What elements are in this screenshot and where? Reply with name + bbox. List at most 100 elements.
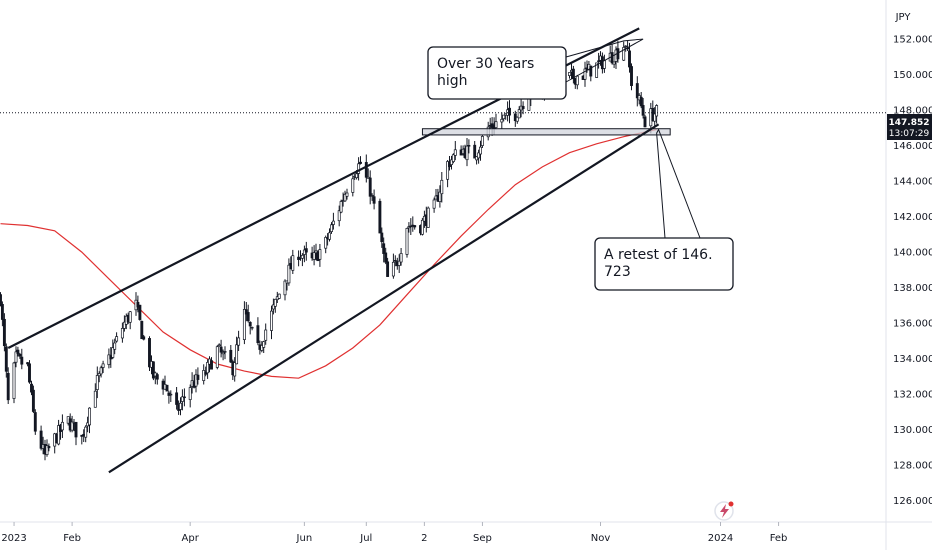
candle-body[interactable] bbox=[16, 349, 20, 354]
candle-body[interactable] bbox=[155, 374, 159, 380]
candle-body[interactable] bbox=[97, 373, 101, 377]
candle-body[interactable] bbox=[14, 351, 18, 363]
candle-body[interactable] bbox=[151, 361, 155, 379]
candle-body[interactable] bbox=[438, 191, 442, 202]
candle-body[interactable] bbox=[250, 326, 254, 329]
candle-body[interactable] bbox=[575, 75, 579, 86]
candle-body[interactable] bbox=[12, 362, 16, 399]
candle-body[interactable] bbox=[215, 346, 219, 368]
candle-body[interactable] bbox=[233, 362, 237, 377]
candle-body[interactable] bbox=[188, 387, 192, 400]
candle-body[interactable] bbox=[165, 384, 169, 392]
candle-body[interactable] bbox=[630, 66, 633, 86]
candle-body[interactable] bbox=[384, 252, 388, 263]
candle-body[interactable] bbox=[583, 68, 587, 80]
candle-body[interactable] bbox=[515, 116, 519, 122]
candle-body[interactable] bbox=[624, 45, 628, 48]
candle-body[interactable] bbox=[264, 329, 268, 341]
candle-body[interactable] bbox=[287, 264, 291, 284]
candle-body[interactable] bbox=[324, 237, 328, 249]
candle-body[interactable] bbox=[60, 421, 64, 431]
candle-body[interactable] bbox=[111, 347, 115, 358]
candle-body[interactable] bbox=[140, 320, 144, 340]
candle-body[interactable] bbox=[589, 65, 593, 77]
candle-body[interactable] bbox=[612, 61, 616, 65]
candle-body[interactable] bbox=[6, 372, 10, 401]
candle-body[interactable] bbox=[179, 402, 182, 410]
candle-body[interactable] bbox=[101, 363, 105, 368]
candle-body[interactable] bbox=[399, 253, 403, 263]
price-axis[interactable]: JPY 152.000 150.000 148.000 146.000 144.000 1… bbox=[893, 12, 932, 507]
candle-body[interactable] bbox=[244, 309, 248, 315]
candle-body[interactable] bbox=[440, 179, 444, 195]
candle-body[interactable] bbox=[18, 353, 22, 357]
candle-body[interactable] bbox=[300, 254, 304, 259]
candle-body[interactable] bbox=[175, 392, 179, 405]
candle-body[interactable] bbox=[47, 446, 51, 449]
candle-body[interactable] bbox=[420, 219, 424, 235]
candle-body[interactable] bbox=[70, 421, 74, 431]
candle-body[interactable] bbox=[180, 396, 184, 402]
candle-body[interactable] bbox=[30, 383, 33, 393]
candle-body[interactable] bbox=[0, 304, 4, 320]
candle-body[interactable] bbox=[370, 194, 374, 197]
candle-body[interactable] bbox=[248, 321, 252, 327]
candle-body[interactable] bbox=[653, 113, 657, 122]
candle-body[interactable] bbox=[206, 362, 210, 374]
candle-body[interactable] bbox=[57, 425, 61, 445]
candle-body[interactable] bbox=[182, 396, 186, 399]
candle-body[interactable] bbox=[635, 83, 639, 99]
candle-body[interactable] bbox=[138, 304, 142, 320]
candle-body[interactable] bbox=[304, 248, 308, 253]
candle-body[interactable] bbox=[465, 145, 469, 161]
candle-body[interactable] bbox=[641, 105, 645, 116]
candle-body[interactable] bbox=[480, 136, 484, 146]
candle-body[interactable] bbox=[291, 255, 295, 271]
candle-body[interactable] bbox=[610, 52, 614, 64]
candle-body[interactable] bbox=[450, 159, 453, 165]
candle-body[interactable] bbox=[500, 118, 504, 123]
candle-body[interactable] bbox=[359, 161, 362, 164]
candle-body[interactable] bbox=[318, 249, 322, 260]
candle-body[interactable] bbox=[217, 344, 221, 347]
candle-body[interactable] bbox=[237, 337, 241, 346]
candle-body[interactable] bbox=[345, 192, 349, 197]
candle-body[interactable] bbox=[33, 412, 37, 432]
candle-body[interactable] bbox=[372, 196, 376, 204]
candle-body[interactable] bbox=[122, 321, 126, 329]
candle-body[interactable] bbox=[2, 318, 6, 347]
candle-body[interactable] bbox=[527, 97, 531, 111]
candle-body[interactable] bbox=[397, 260, 401, 266]
candle-body[interactable] bbox=[283, 280, 287, 296]
candle-body[interactable] bbox=[4, 346, 8, 372]
candle-body[interactable] bbox=[571, 68, 575, 80]
candle-body[interactable] bbox=[517, 109, 521, 119]
candle-body[interactable] bbox=[331, 220, 335, 225]
candle-body[interactable] bbox=[277, 293, 281, 299]
callout-box[interactable] bbox=[427, 46, 567, 100]
candle-body[interactable] bbox=[382, 243, 386, 254]
candle-body[interactable] bbox=[142, 336, 146, 340]
candle-body[interactable] bbox=[426, 207, 430, 228]
candle-body[interactable] bbox=[28, 363, 31, 383]
candle-body[interactable] bbox=[355, 173, 359, 179]
candle-body[interactable] bbox=[339, 201, 343, 213]
candle-body[interactable] bbox=[210, 360, 213, 370]
candle-body[interactable] bbox=[113, 342, 117, 350]
candle-body[interactable] bbox=[262, 341, 266, 348]
candle-body[interactable] bbox=[639, 96, 643, 107]
candle-body[interactable] bbox=[502, 114, 506, 120]
candle-body[interactable] bbox=[479, 146, 482, 155]
candle-body[interactable] bbox=[643, 116, 647, 128]
candle-body[interactable] bbox=[31, 389, 35, 412]
candle-body[interactable] bbox=[622, 47, 626, 61]
callout-box[interactable] bbox=[594, 237, 734, 291]
candle-body[interactable] bbox=[330, 224, 333, 232]
candle-body[interactable] bbox=[194, 374, 198, 387]
candle-body[interactable] bbox=[221, 352, 225, 355]
candle-body[interactable] bbox=[655, 105, 659, 117]
candle-body[interactable] bbox=[508, 107, 511, 116]
candle-body[interactable] bbox=[128, 311, 132, 323]
candle-body[interactable] bbox=[477, 152, 481, 159]
candle-body[interactable] bbox=[223, 351, 227, 353]
